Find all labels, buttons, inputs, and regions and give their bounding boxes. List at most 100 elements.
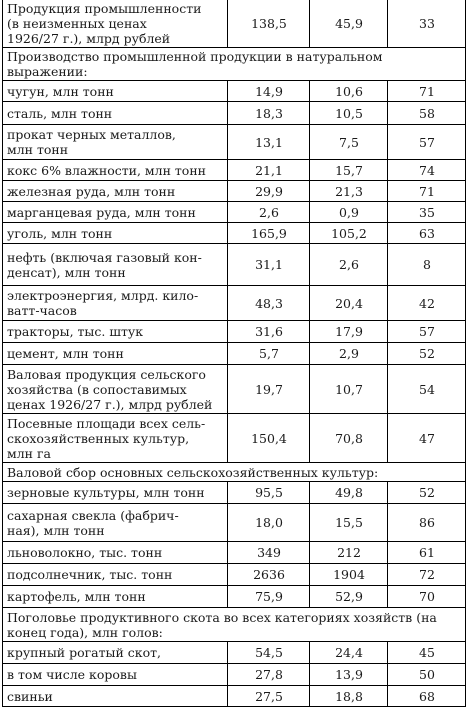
value-column-2: 70,8 <box>309 413 388 463</box>
table-row: нефть (включая газовый кон- денсат), млн… <box>2 243 466 286</box>
row-label: в том числе коровы <box>2 663 228 686</box>
row-label: Валовая продукция сельского хозяйства (в… <box>2 364 228 414</box>
value-column-1: 5,7 <box>227 342 310 365</box>
value-column-3: 52 <box>387 481 466 504</box>
row-label: железная руда, млн тонн <box>2 180 228 202</box>
value-column-3: 42 <box>387 285 466 321</box>
row-label: тракторы, тыс. штук <box>2 320 228 343</box>
value-column-2: 0,9 <box>309 201 388 223</box>
table-row: Посевные площади всех сель- скохозяйстве… <box>2 413 466 463</box>
row-label: крупный рогатый скот, <box>2 641 228 664</box>
row-label: марганцевая руда, млн тонн <box>2 201 228 223</box>
value-column-2: 105,2 <box>309 222 388 244</box>
value-column-2: 45,9 <box>309 0 388 48</box>
value-column-1: 31,6 <box>227 320 310 343</box>
table-row: электроэнергия, млрд. кило- ватт-часов 4… <box>2 285 466 321</box>
value-column-3: 45 <box>387 641 466 664</box>
table-row: железная руда, млн тонн 29,9 21,3 71 <box>2 180 466 202</box>
row-label: нефть (включая газовый кон- денсат), млн… <box>2 243 228 286</box>
value-column-1: 19,7 <box>227 364 310 414</box>
value-column-1: 2636 <box>227 563 310 586</box>
value-column-2: 13,9 <box>309 663 388 686</box>
value-column-3: 8 <box>387 243 466 286</box>
table-row: льноволокно, тыс. тонн 349 212 61 <box>2 541 466 564</box>
value-column-2: 49,8 <box>309 481 388 504</box>
value-column-3: 54 <box>387 364 466 414</box>
value-column-2: 20,4 <box>309 285 388 321</box>
row-label: чугун, млн тонн <box>2 80 228 102</box>
value-column-1: 31,1 <box>227 243 310 286</box>
table-row: Продукция промышленности (в неизменных ц… <box>2 0 466 48</box>
value-column-3: 50 <box>387 663 466 686</box>
value-column-1: 2,6 <box>227 201 310 223</box>
table-row: свиньи 27,5 18,8 68 <box>2 685 466 707</box>
value-column-2: 10,6 <box>309 80 388 102</box>
value-column-1: 29,9 <box>227 180 310 202</box>
value-column-1: 27,8 <box>227 663 310 686</box>
table-row: уголь, млн тонн 165,9 105,2 63 <box>2 222 466 244</box>
row-label: подсолнечник, тыс. тонн <box>2 563 228 586</box>
value-column-3: 35 <box>387 201 466 223</box>
table-row: подсолнечник, тыс. тонн 2636 1904 72 <box>2 563 466 586</box>
row-label: сахарная свекла (фабрич- ная), млн тонн <box>2 503 228 542</box>
value-column-2: 1904 <box>309 563 388 586</box>
section-header: Поголовье продуктивного скота во всех ка… <box>2 607 466 642</box>
value-column-1: 165,9 <box>227 222 310 244</box>
value-column-1: 14,9 <box>227 80 310 102</box>
value-column-2: 7,5 <box>309 124 388 160</box>
table-row: крупный рогатый скот, 54,5 24,4 45 <box>2 641 466 664</box>
value-column-1: 75,9 <box>227 585 310 608</box>
table-row: сталь, млн тонн 18,3 10,5 58 <box>2 101 466 125</box>
value-column-2: 15,7 <box>309 159 388 181</box>
value-column-2: 10,5 <box>309 101 388 125</box>
row-label: свиньи <box>2 685 228 707</box>
table-row: прокат черных металлов, млн тонн 13,1 7,… <box>2 124 466 160</box>
table-row: картофель, млн тонн 75,9 52,9 70 <box>2 585 466 608</box>
value-column-2: 10,7 <box>309 364 388 414</box>
value-column-3: 63 <box>387 222 466 244</box>
table-row: чугун, млн тонн 14,9 10,6 71 <box>2 80 466 102</box>
value-column-2: 52,9 <box>309 585 388 608</box>
table-row: марганцевая руда, млн тонн 2,6 0,9 35 <box>2 201 466 223</box>
value-column-2: 18,8 <box>309 685 388 707</box>
value-column-1: 95,5 <box>227 481 310 504</box>
value-column-3: 57 <box>387 320 466 343</box>
value-column-3: 52 <box>387 342 466 365</box>
value-column-3: 72 <box>387 563 466 586</box>
section-header: Производство промышленной продукции в на… <box>2 47 466 81</box>
value-column-2: 212 <box>309 541 388 564</box>
table-row: Валовая продукция сельского хозяйства (в… <box>2 364 466 414</box>
value-column-2: 17,9 <box>309 320 388 343</box>
row-label: зерновые культуры, млн тонн <box>2 481 228 504</box>
value-column-1: 150,4 <box>227 413 310 463</box>
section-header-row: Производство промышленной продукции в на… <box>2 47 466 81</box>
value-column-2: 15,5 <box>309 503 388 542</box>
value-column-1: 13,1 <box>227 124 310 160</box>
value-column-2: 21,3 <box>309 180 388 202</box>
value-column-3: 33 <box>387 0 466 48</box>
value-column-3: 57 <box>387 124 466 160</box>
value-column-1: 21,1 <box>227 159 310 181</box>
table-row: кокс 6% влажности, млн тонн 21,1 15,7 74 <box>2 159 466 181</box>
table-row: цемент, млн тонн 5,7 2,9 52 <box>2 342 466 365</box>
value-column-1: 27,5 <box>227 685 310 707</box>
value-column-2: 24,4 <box>309 641 388 664</box>
row-label: цемент, млн тонн <box>2 342 228 365</box>
value-column-3: 61 <box>387 541 466 564</box>
value-column-3: 74 <box>387 159 466 181</box>
value-column-1: 138,5 <box>227 0 310 48</box>
table-row: сахарная свекла (фабрич- ная), млн тонн … <box>2 503 466 542</box>
value-column-3: 86 <box>387 503 466 542</box>
value-column-2: 2,6 <box>309 243 388 286</box>
value-column-3: 71 <box>387 80 466 102</box>
section-header-row: Поголовье продуктивного скота во всех ка… <box>2 607 466 642</box>
value-column-1: 18,0 <box>227 503 310 542</box>
value-column-3: 47 <box>387 413 466 463</box>
table-row: в том числе коровы 27,8 13,9 50 <box>2 663 466 686</box>
table-row: тракторы, тыс. штук 31,6 17,9 57 <box>2 320 466 343</box>
value-column-1: 54,5 <box>227 641 310 664</box>
table-row: зерновые культуры, млн тонн 95,5 49,8 52 <box>2 481 466 504</box>
